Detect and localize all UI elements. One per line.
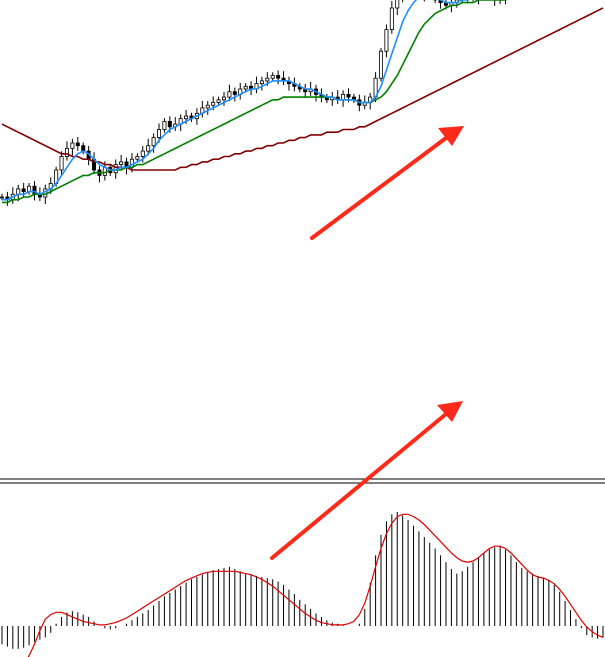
signal-line: [27, 513, 604, 657]
ma-fast-line: [2, 0, 470, 201]
candle-body: [211, 102, 216, 106]
candle-body: [0, 196, 4, 199]
candle-body: [162, 121, 167, 130]
trend-up-arrow-icon: [270, 401, 463, 560]
candle-body: [243, 85, 248, 90]
candle-body: [167, 121, 172, 128]
candle-body: [221, 96, 226, 101]
candle-body: [346, 94, 351, 98]
panel-separator: [0, 478, 605, 484]
candle-body: [227, 91, 232, 98]
candle-body: [232, 91, 237, 95]
candle-body: [216, 99, 221, 103]
trend-arrow-shaft: [310, 136, 448, 240]
candle-body: [119, 161, 124, 165]
candle-body: [135, 156, 140, 160]
candle-body: [259, 80, 264, 85]
candle-body: [205, 104, 210, 109]
candle-body: [75, 142, 80, 147]
candle-body: [265, 77, 270, 82]
candle-body: [64, 147, 69, 157]
candle-body: [389, 7, 394, 31]
candle-body: [384, 29, 389, 52]
candle-body: [59, 156, 64, 171]
candle-body: [379, 50, 384, 79]
histogram-bars: [1, 512, 604, 649]
price-chart: [0, 0, 604, 240]
candle-body: [270, 75, 275, 79]
candle-body: [276, 75, 281, 79]
trend-arrow-shaft: [270, 412, 448, 560]
candle-body: [140, 150, 145, 157]
candle-body: [146, 145, 151, 152]
trend-arrow-head: [438, 126, 464, 146]
candle-body: [151, 137, 156, 147]
candle-body: [184, 115, 189, 120]
candle-body: [395, 0, 400, 9]
ma-mid-line: [2, 0, 508, 204]
ma-slow-line: [1, 7, 604, 171]
candle-body: [21, 188, 26, 192]
trend-arrow-head: [437, 401, 463, 422]
candle-body: [70, 142, 75, 149]
candle-body: [157, 129, 162, 138]
trend-up-arrow-icon: [310, 126, 464, 240]
